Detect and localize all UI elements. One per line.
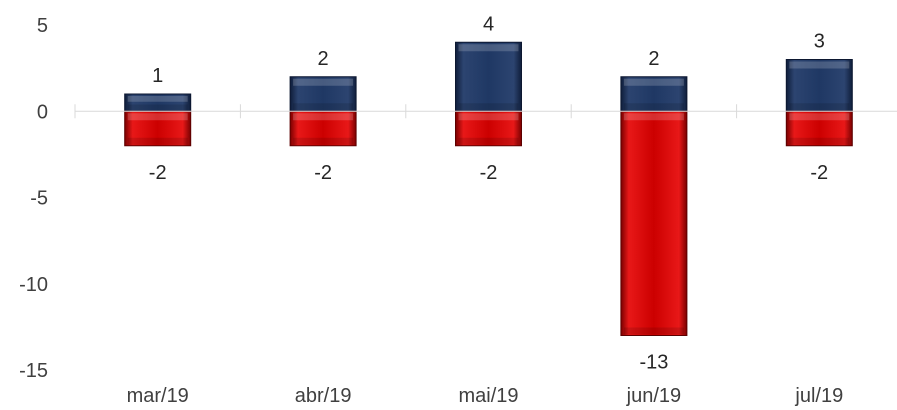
data-label: -13 [639,352,668,374]
bar [455,110,522,147]
data-label: 2 [318,48,329,70]
bar [620,76,688,112]
bar [124,110,192,147]
data-label: 4 [483,13,494,35]
x-tick-label: jun/19 [626,385,682,407]
data-label: -2 [810,162,828,184]
y-tick-label: -5 [30,188,48,210]
data-label: -2 [480,162,498,184]
bar [785,59,853,112]
data-label: 2 [648,48,659,70]
bar [289,110,357,147]
x-tick-label: mai/19 [458,385,518,407]
x-axis-tick-labels: mar/19 abr/19 mai/19 jun/19 jul/19 [127,385,844,407]
bars-layer [124,41,853,336]
bar [785,110,853,147]
data-label: -2 [149,162,167,184]
x-tick-label: jul/19 [794,385,843,407]
y-tick-label: 0 [37,101,48,123]
bar [289,76,357,112]
data-label: -2 [314,162,332,184]
data-label: 3 [814,31,825,53]
bar [124,93,192,112]
x-tick-label: abr/19 [295,385,352,407]
y-tick-label: 5 [37,15,48,37]
bar [620,110,688,336]
data-label: 1 [152,65,163,87]
bar [455,41,522,112]
y-tick-label: -10 [19,274,48,296]
y-axis-tick-labels: 5 0 -5 -10 -15 [19,15,48,382]
y-tick-label: -15 [19,360,48,382]
x-tick-label: mar/19 [127,385,189,407]
x-axis [74,104,897,119]
data-labels-layer: 1 2 4 2 3 -2 -2 -2 -13 -2 [149,13,828,373]
